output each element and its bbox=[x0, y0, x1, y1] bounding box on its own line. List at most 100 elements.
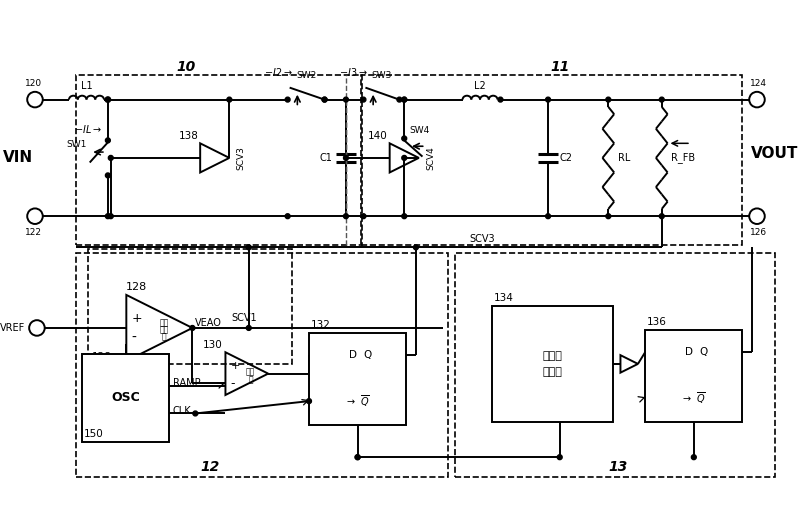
Circle shape bbox=[108, 214, 114, 219]
Text: 13: 13 bbox=[609, 460, 628, 474]
Circle shape bbox=[106, 138, 110, 143]
Text: $\rightarrow$ $\overline{Q}$: $\rightarrow$ $\overline{Q}$ bbox=[682, 390, 706, 406]
Text: 128: 128 bbox=[91, 352, 111, 362]
Text: VREF: VREF bbox=[0, 323, 26, 333]
Circle shape bbox=[108, 156, 114, 160]
Text: D: D bbox=[685, 347, 693, 357]
Text: 12: 12 bbox=[200, 460, 219, 474]
Bar bbox=[361, 75, 742, 245]
Text: 11: 11 bbox=[550, 60, 570, 74]
Text: R_FB: R_FB bbox=[671, 152, 695, 163]
Circle shape bbox=[750, 209, 765, 224]
Text: 比较: 比较 bbox=[246, 367, 255, 376]
Circle shape bbox=[750, 92, 765, 107]
Bar bbox=[76, 75, 362, 245]
Text: 器: 器 bbox=[162, 332, 166, 341]
Circle shape bbox=[397, 97, 402, 102]
Circle shape bbox=[546, 97, 550, 102]
Bar bbox=[646, 330, 742, 422]
Circle shape bbox=[105, 97, 110, 102]
Text: 124: 124 bbox=[750, 79, 767, 88]
Circle shape bbox=[606, 214, 610, 219]
Circle shape bbox=[402, 156, 406, 160]
Text: 150: 150 bbox=[83, 428, 103, 439]
Text: RAMP: RAMP bbox=[173, 379, 201, 388]
Circle shape bbox=[546, 214, 550, 219]
Circle shape bbox=[106, 173, 110, 178]
Bar bbox=[492, 305, 613, 422]
Circle shape bbox=[414, 245, 418, 250]
Text: 138: 138 bbox=[178, 131, 198, 142]
Text: $\rightarrow$ $\overline{Q}$: $\rightarrow$ $\overline{Q}$ bbox=[346, 393, 370, 409]
Text: 126: 126 bbox=[750, 228, 767, 237]
Text: 140: 140 bbox=[368, 131, 388, 142]
Text: $-I2\rightarrow$: $-I2\rightarrow$ bbox=[263, 66, 292, 78]
Circle shape bbox=[355, 455, 360, 459]
Circle shape bbox=[343, 97, 348, 102]
Text: -: - bbox=[131, 331, 136, 345]
Text: 122: 122 bbox=[25, 228, 42, 237]
Bar bbox=[89, 249, 293, 364]
Text: CLK: CLK bbox=[173, 405, 191, 416]
Text: RL: RL bbox=[618, 153, 630, 163]
Circle shape bbox=[322, 97, 327, 102]
Text: 134: 134 bbox=[494, 293, 514, 303]
Text: L1: L1 bbox=[81, 81, 92, 91]
Circle shape bbox=[106, 214, 110, 219]
Circle shape bbox=[343, 156, 348, 160]
Text: 130: 130 bbox=[202, 340, 222, 350]
Text: SCV4: SCV4 bbox=[426, 146, 435, 170]
Circle shape bbox=[246, 245, 251, 250]
Text: 128: 128 bbox=[126, 282, 146, 292]
Circle shape bbox=[343, 214, 348, 219]
Text: +: + bbox=[230, 361, 240, 371]
Text: -: - bbox=[230, 377, 235, 390]
Text: $-IL\rightarrow$: $-IL\rightarrow$ bbox=[74, 123, 102, 135]
Circle shape bbox=[402, 214, 406, 219]
Text: L2: L2 bbox=[474, 81, 486, 91]
Circle shape bbox=[27, 92, 42, 107]
Text: SW1: SW1 bbox=[66, 140, 86, 149]
Bar bbox=[82, 354, 169, 442]
Bar bbox=[454, 253, 775, 476]
Circle shape bbox=[606, 97, 610, 102]
Text: 120: 120 bbox=[25, 79, 42, 88]
Text: VIN: VIN bbox=[2, 150, 33, 165]
Circle shape bbox=[355, 455, 360, 459]
Text: +: + bbox=[131, 312, 142, 325]
Text: VEAO: VEAO bbox=[195, 318, 222, 328]
Text: C2: C2 bbox=[560, 153, 573, 163]
Bar bbox=[76, 253, 448, 476]
Text: SCV1: SCV1 bbox=[231, 313, 257, 323]
Circle shape bbox=[27, 209, 42, 224]
Text: $-I3\rightarrow$: $-I3\rightarrow$ bbox=[339, 66, 368, 78]
Circle shape bbox=[402, 97, 406, 102]
Text: SCV3: SCV3 bbox=[237, 146, 246, 170]
Circle shape bbox=[498, 97, 503, 102]
Circle shape bbox=[322, 97, 327, 102]
Text: OSC: OSC bbox=[111, 391, 140, 404]
Text: D: D bbox=[349, 350, 357, 360]
Circle shape bbox=[193, 411, 198, 416]
Circle shape bbox=[227, 97, 232, 102]
Text: 136: 136 bbox=[647, 317, 667, 327]
Text: SW2: SW2 bbox=[296, 71, 316, 80]
Circle shape bbox=[659, 97, 664, 102]
Circle shape bbox=[306, 399, 311, 404]
Text: 132: 132 bbox=[311, 320, 331, 330]
Circle shape bbox=[361, 214, 366, 219]
Text: SCV3: SCV3 bbox=[469, 234, 494, 245]
Circle shape bbox=[286, 214, 290, 219]
Circle shape bbox=[246, 325, 251, 331]
Circle shape bbox=[558, 455, 562, 459]
Circle shape bbox=[29, 320, 45, 336]
Text: 误差: 误差 bbox=[160, 319, 169, 328]
Text: 放大: 放大 bbox=[160, 325, 169, 334]
Text: 占空比: 占空比 bbox=[542, 351, 562, 361]
Circle shape bbox=[659, 214, 664, 219]
Text: SW3: SW3 bbox=[371, 71, 391, 80]
Circle shape bbox=[286, 97, 290, 102]
Text: Q: Q bbox=[699, 347, 708, 357]
Bar bbox=[309, 333, 406, 425]
Circle shape bbox=[402, 97, 406, 102]
